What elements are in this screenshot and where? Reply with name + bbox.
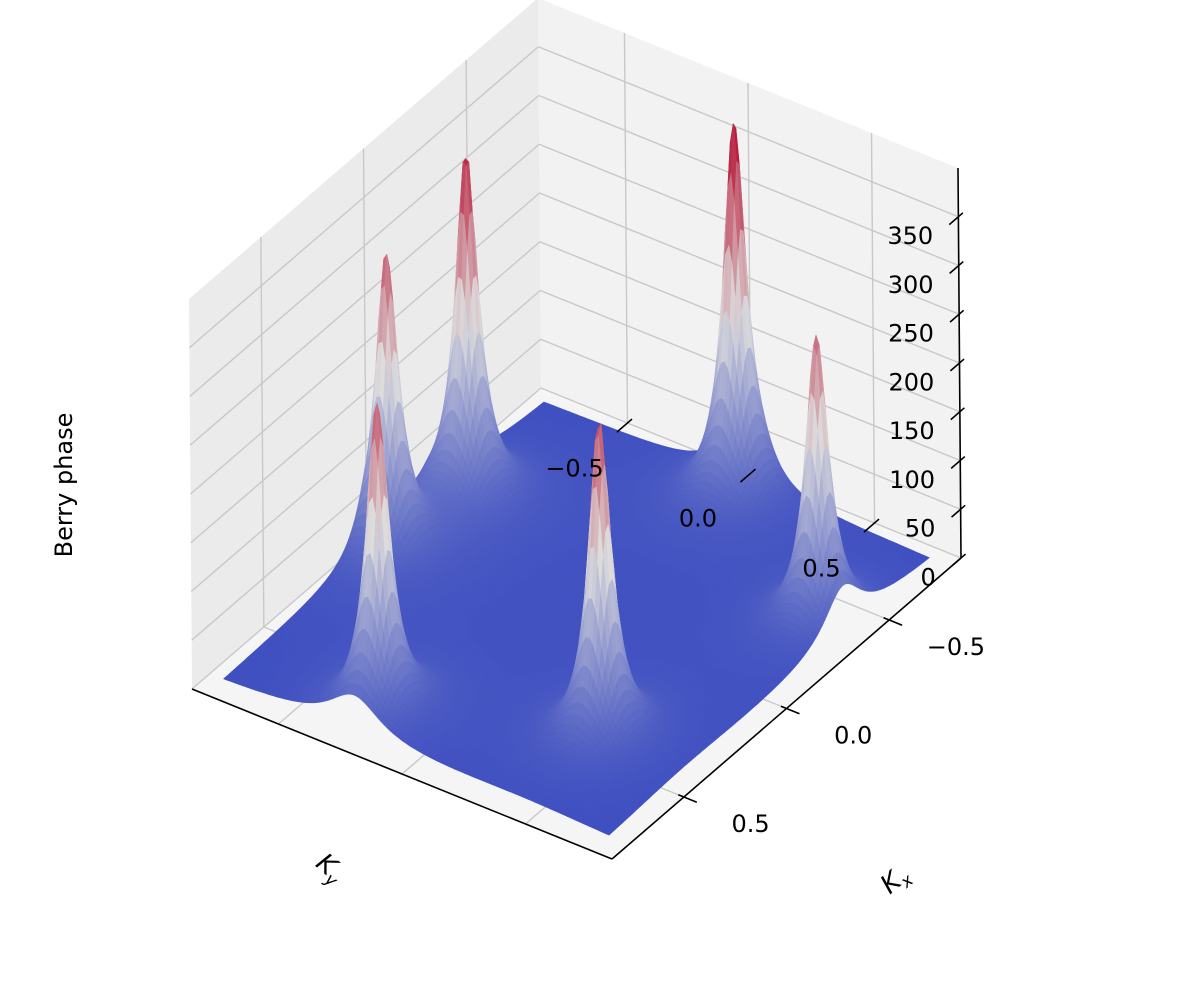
grid-line-x	[260, 237, 265, 628]
grid-line-y	[623, 32, 629, 424]
grid-line-y	[870, 132, 876, 524]
surface-plot	[223, 123, 930, 836]
